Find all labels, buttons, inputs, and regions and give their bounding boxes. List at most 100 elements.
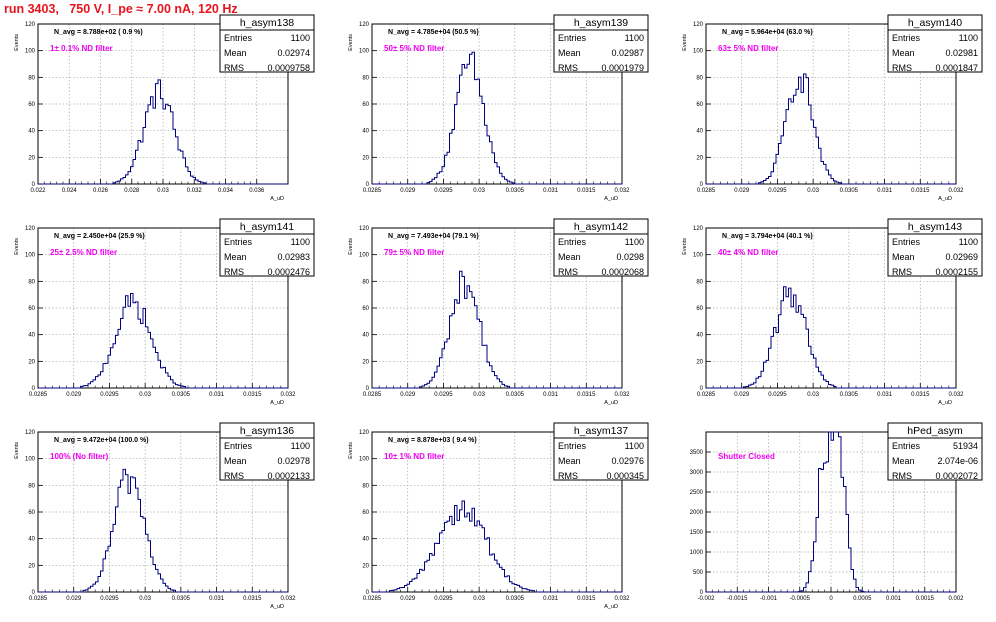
y-tick-label: 40 (696, 333, 703, 339)
y-axis-title: Events (348, 34, 354, 51)
stats-box (219, 14, 315, 73)
x-tick-label: 0.0285 (363, 596, 382, 602)
stats-value-rms: 0.0001979 (601, 63, 644, 73)
stats-title: h_asym142 (574, 221, 628, 233)
navg-label: N_avg = 8.878e+03 ( 9.4 %) (388, 437, 477, 444)
y-tick-label: 100 (359, 253, 370, 259)
x-tick-label: 0.0305 (506, 188, 525, 194)
y-tick-label: 0 (700, 590, 704, 596)
stats-value-rms: 0.0002133 (267, 471, 310, 481)
stats-value-mean: 2.074e-06 (937, 456, 978, 466)
x-tick-label: 0.0295 (434, 392, 453, 398)
stats-value-rms: 0.0009758 (267, 63, 310, 73)
stats-key-entries: Entries (892, 441, 921, 451)
navg-label: N_avg = 2.450e+04 (25.9 %) (54, 233, 145, 240)
x-axis-title: A_uD (270, 604, 284, 610)
x-tick-label: 0.032 (280, 392, 296, 398)
stats-key-mean: Mean (558, 252, 581, 262)
x-tick-label: 0.031 (877, 188, 893, 194)
y-tick-label: 120 (359, 226, 370, 232)
y-axis-title: Events (14, 34, 20, 51)
y-tick-label: 40 (362, 333, 369, 339)
y-tick-label: 40 (362, 537, 369, 543)
x-tick-label: 0.0305 (506, 596, 525, 602)
y-axis-title: Events (682, 238, 688, 255)
stats-value-rms: 0.0001847 (935, 63, 978, 73)
histogram-series-h_asym142 (372, 270, 622, 389)
x-tick-label: 0.0005 (853, 596, 872, 602)
histogram-series-hPed_asym (706, 431, 956, 593)
y-tick-label: 20 (362, 359, 369, 365)
stats-title: h_asym141 (240, 221, 294, 233)
x-tick-label: 0.029 (400, 596, 416, 602)
stats-key-mean: Mean (224, 48, 247, 58)
stats-key-rms: RMS (224, 267, 244, 277)
stats-key-rms: RMS (558, 63, 578, 73)
stats-key-entries: Entries (892, 237, 921, 247)
x-tick-label: 0.0285 (29, 392, 48, 398)
x-tick-label: -0.0015 (727, 596, 748, 602)
stats-box (219, 218, 315, 277)
x-tick-label: 0.0315 (911, 188, 930, 194)
x-tick-label: 0.031 (543, 392, 559, 398)
x-tick-label: 0.0285 (697, 392, 716, 398)
y-tick-label: 20 (362, 563, 369, 569)
y-tick-label: 1500 (690, 530, 704, 536)
filter-annotation: 1± 0.1% ND filter (50, 44, 113, 53)
stats-value-rms: 0.000345 (606, 471, 644, 481)
x-tick-label: 0.029 (66, 596, 82, 602)
stats-box (553, 14, 649, 73)
x-axis-title: A_uD (938, 196, 952, 202)
stats-title: hPed_asym (907, 425, 963, 437)
stats-key-rms: RMS (224, 471, 244, 481)
x-tick-label: 0.031 (877, 392, 893, 398)
y-tick-label: 40 (28, 333, 35, 339)
x-tick-label: 0.03 (157, 188, 169, 194)
y-tick-label: 20 (696, 359, 703, 365)
stats-key-entries: Entries (558, 237, 587, 247)
stats-value-entries: 1100 (291, 441, 310, 451)
stats-key-entries: Entries (558, 441, 587, 451)
y-tick-label: 20 (28, 155, 35, 161)
x-tick-label: -0.0005 (790, 596, 811, 602)
stats-key-entries: Entries (558, 33, 587, 43)
y-tick-label: 100 (693, 49, 704, 55)
y-tick-label: 80 (696, 279, 703, 285)
stats-value-entries: 1100 (291, 33, 310, 43)
stats-value-entries: 1100 (959, 33, 978, 43)
x-tick-label: 0.032 (948, 392, 964, 398)
navg-label: N_avg = 4.785e+04 (50.5 %) (388, 29, 479, 36)
x-tick-label: 0.031 (209, 596, 225, 602)
y-tick-label: 0 (32, 386, 36, 392)
stats-title: h_asym139 (574, 17, 628, 29)
y-tick-label: 80 (28, 483, 35, 489)
stats-key-entries: Entries (224, 441, 253, 451)
filter-annotation: 50± 5% ND filter (384, 44, 444, 53)
y-tick-label: 0 (32, 182, 36, 188)
y-tick-label: 120 (25, 22, 36, 28)
x-tick-label: -0.002 (697, 596, 715, 602)
y-tick-label: 60 (696, 102, 703, 108)
stats-value-mean: 0.02976 (611, 456, 644, 466)
x-axis-title: A_uD (604, 196, 618, 202)
x-tick-label: 0.0295 (768, 392, 787, 398)
x-tick-label: 0.0305 (840, 188, 859, 194)
x-tick-label: 0.03 (473, 188, 485, 194)
x-axis-title: A_uD (604, 400, 618, 406)
y-tick-label: 60 (362, 510, 369, 516)
x-tick-label: 0.0295 (100, 392, 119, 398)
x-tick-label: 0.036 (249, 188, 265, 194)
stats-value-entries: 1100 (625, 237, 644, 247)
y-tick-label: 120 (25, 226, 36, 232)
stats-value-mean: 0.0298 (616, 252, 644, 262)
x-tick-label: 0.032 (614, 596, 630, 602)
y-axis-title: Events (14, 442, 20, 459)
x-tick-label: 0 (829, 596, 833, 602)
y-tick-label: 80 (696, 75, 703, 81)
y-tick-label: 40 (28, 129, 35, 135)
y-tick-label: 0 (366, 386, 370, 392)
navg-label: N_avg = 5.964e+04 (63.0 %) (722, 29, 813, 36)
stats-key-rms: RMS (224, 63, 244, 73)
x-tick-label: 0.0285 (363, 188, 382, 194)
stats-title: h_asym143 (908, 221, 962, 233)
